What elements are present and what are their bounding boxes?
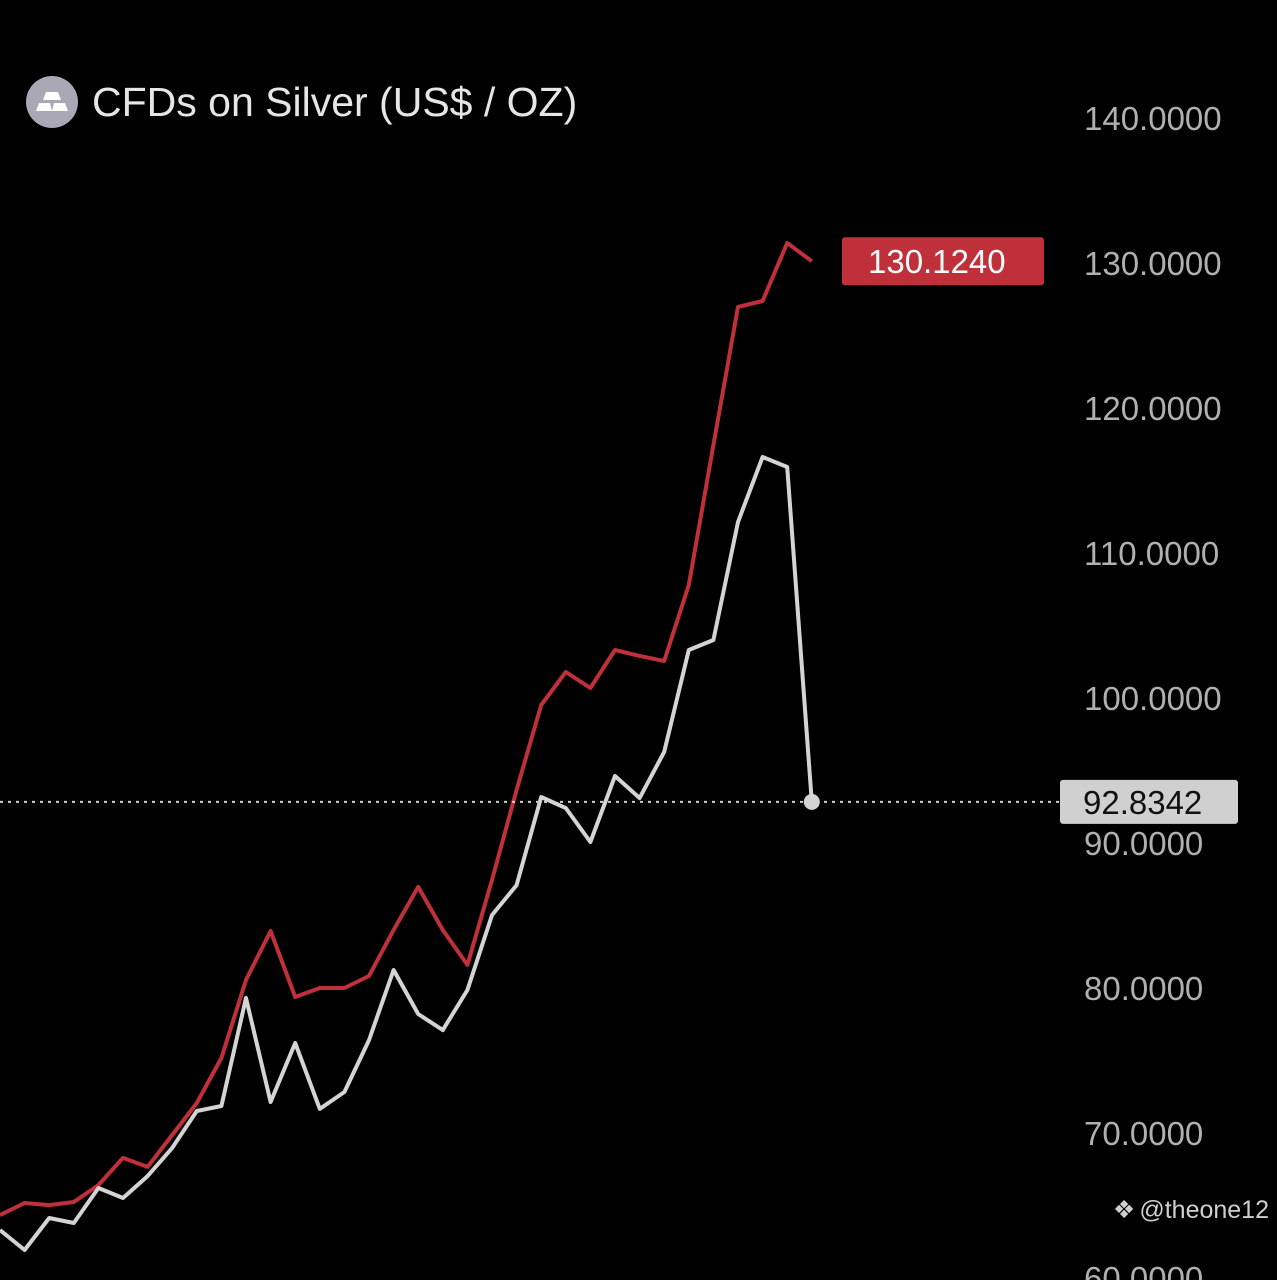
chart-title: CFDs on Silver (US$ / OZ) <box>26 76 577 128</box>
y-tick-label: 100.0000 <box>1084 680 1222 717</box>
y-tick-label: 130.0000 <box>1084 245 1222 282</box>
series-line-red <box>0 241 813 1217</box>
watermark: ❖ @theone12 <box>1113 1195 1269 1225</box>
series-line-white <box>0 455 814 1252</box>
white-price-badge <box>1060 779 1238 824</box>
y-tick-label: 90.0000 <box>1084 825 1203 862</box>
binance-logo-icon: ❖ <box>1112 1196 1136 1224</box>
watermark-text: @theone12 <box>1139 1196 1269 1224</box>
silver-bars-icon <box>26 76 78 128</box>
red-price-badge <box>842 237 1044 286</box>
last-point-marker <box>803 793 820 810</box>
red-price-badge-label: 130.1240 <box>868 243 1006 280</box>
y-tick-label: 110.0000 <box>1084 535 1219 572</box>
y-tick-label: 120.0000 <box>1084 390 1222 427</box>
y-tick-label: 70.0000 <box>1084 1115 1203 1152</box>
y-tick-label: 60.0000 <box>1084 1260 1203 1280</box>
y-tick-label: 80.0000 <box>1084 970 1203 1007</box>
y-tick-label: 140.0000 <box>1084 100 1222 137</box>
white-price-badge-label: 92.8342 <box>1083 784 1202 821</box>
chart-title-text: CFDs on Silver (US$ / OZ) <box>92 78 578 125</box>
